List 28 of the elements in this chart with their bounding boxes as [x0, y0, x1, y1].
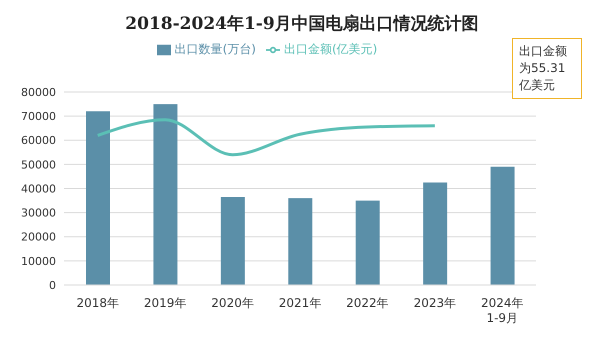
y-tick-label: 80000 — [21, 86, 56, 99]
bar — [490, 166, 515, 285]
x-tick-label: 2019年 — [144, 296, 186, 310]
legend-label: 出口数量(万台) — [174, 42, 256, 56]
y-tick-label: 40000 — [21, 182, 56, 196]
line-series — [96, 118, 436, 156]
x-tick-label: 2018年 — [76, 296, 119, 310]
legend-label: 出口金额(亿美元) — [284, 42, 378, 56]
bar — [288, 198, 312, 285]
y-tick-label: 10000 — [21, 254, 56, 268]
x-tick-label: 2023年 — [414, 296, 456, 310]
y-tick-label: 20000 — [21, 230, 56, 244]
x-tick-label: 2024年1-9月 — [481, 296, 524, 325]
annotation: 出口金额为55.31亿美元 — [512, 38, 582, 99]
bar — [153, 104, 178, 285]
y-tick-label: 30000 — [21, 206, 56, 220]
y-tick-label: 60000 — [21, 134, 56, 148]
y-tick-label: 70000 — [21, 110, 56, 124]
y-tick-label: 0 — [49, 278, 56, 292]
chart-title: 2018-2024年1-9月中国电扇出口情况统计图 — [124, 13, 480, 35]
x-tick-label: 2021年 — [278, 296, 322, 310]
x-tick-label: 2020年 — [211, 296, 254, 310]
bar — [356, 200, 380, 285]
bar — [423, 182, 448, 285]
bar — [86, 111, 110, 285]
y-tick-label: 50000 — [21, 158, 56, 172]
x-tick-label: 2022年 — [346, 296, 389, 310]
bar — [220, 196, 245, 285]
